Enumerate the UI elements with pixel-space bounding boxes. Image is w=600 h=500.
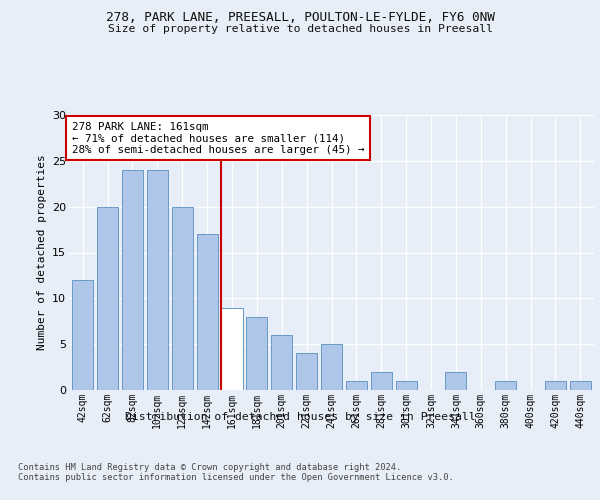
Bar <box>221 308 242 390</box>
Bar <box>545 381 566 390</box>
Text: 278 PARK LANE: 161sqm
← 71% of detached houses are smaller (114)
28% of semi-det: 278 PARK LANE: 161sqm ← 71% of detached … <box>71 122 364 155</box>
Bar <box>296 354 317 390</box>
Bar <box>221 308 242 390</box>
Bar <box>346 381 367 390</box>
Text: Distribution of detached houses by size in Preesall: Distribution of detached houses by size … <box>125 412 475 422</box>
Bar <box>395 381 417 390</box>
Bar <box>72 280 93 390</box>
Bar <box>97 206 118 390</box>
Bar <box>122 170 143 390</box>
Bar <box>197 234 218 390</box>
Text: Size of property relative to detached houses in Preesall: Size of property relative to detached ho… <box>107 24 493 34</box>
Bar <box>321 344 342 390</box>
Bar <box>147 170 168 390</box>
Bar <box>445 372 466 390</box>
Bar <box>371 372 392 390</box>
Bar <box>495 381 516 390</box>
Bar <box>246 316 268 390</box>
Bar <box>271 335 292 390</box>
Text: 278, PARK LANE, PREESALL, POULTON-LE-FYLDE, FY6 0NW: 278, PARK LANE, PREESALL, POULTON-LE-FYL… <box>106 11 494 24</box>
Text: Contains HM Land Registry data © Crown copyright and database right 2024.
Contai: Contains HM Land Registry data © Crown c… <box>18 462 454 482</box>
Bar <box>172 206 193 390</box>
Bar <box>570 381 591 390</box>
Y-axis label: Number of detached properties: Number of detached properties <box>37 154 47 350</box>
